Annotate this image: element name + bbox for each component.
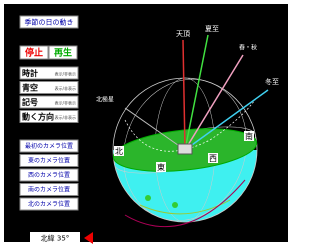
play-label[interactable]: 再生 xyxy=(54,47,72,59)
label-polaris: 北極星 xyxy=(96,96,114,104)
toggle-sub[interactable]: 表示/非表示 xyxy=(55,71,76,77)
camera-label[interactable]: 西のカメラ位置 xyxy=(28,171,70,179)
label-south: 南 xyxy=(245,131,253,141)
label-north: 北 xyxy=(115,147,123,156)
label-west: 西 xyxy=(209,154,217,163)
toggle-sub[interactable]: 表示/非表示 xyxy=(55,100,76,106)
toggle-sub[interactable]: 表示/非表示 xyxy=(55,85,76,91)
label-zenith: 天頂 xyxy=(176,30,190,38)
toggle-label[interactable]: 時計 xyxy=(22,68,38,78)
sun-marker xyxy=(145,195,151,201)
stop-button[interactable]: 停止 xyxy=(20,46,48,59)
toggle-label[interactable]: 青空 xyxy=(22,83,38,93)
latitude-label: 北緯 35° xyxy=(41,234,70,243)
camera-label[interactable]: 北のカメラ位置 xyxy=(28,200,70,208)
title-box: 季節の日の動き xyxy=(20,16,78,28)
play-button[interactable]: 再生 xyxy=(49,46,77,59)
screen: 天頂 夏至 春・秋 冬至 北極星 北 南 東 西 季節の日の動き 停止 再生 時… xyxy=(0,0,292,246)
camera-label[interactable]: 東のカメラ位置 xyxy=(28,157,70,165)
camera-label[interactable]: 最初のカメラ位置 xyxy=(25,142,73,150)
title: 季節の日の動き xyxy=(25,18,74,27)
label-winter: 冬至 xyxy=(265,77,279,86)
observer xyxy=(178,144,192,154)
stop-label[interactable]: 停止 xyxy=(25,47,43,59)
label-summer: 夏至 xyxy=(205,25,219,33)
toggle-label[interactable]: 動く方向 xyxy=(22,112,54,122)
label-east: 東 xyxy=(157,162,165,172)
camera-label[interactable]: 南のカメラ位置 xyxy=(28,186,70,194)
toggle-label[interactable]: 記号 xyxy=(22,97,38,107)
toggle-sub[interactable]: 表示/非表示 xyxy=(55,114,76,120)
label-equinox: 春・秋 xyxy=(239,44,257,52)
sun-marker xyxy=(172,202,178,208)
